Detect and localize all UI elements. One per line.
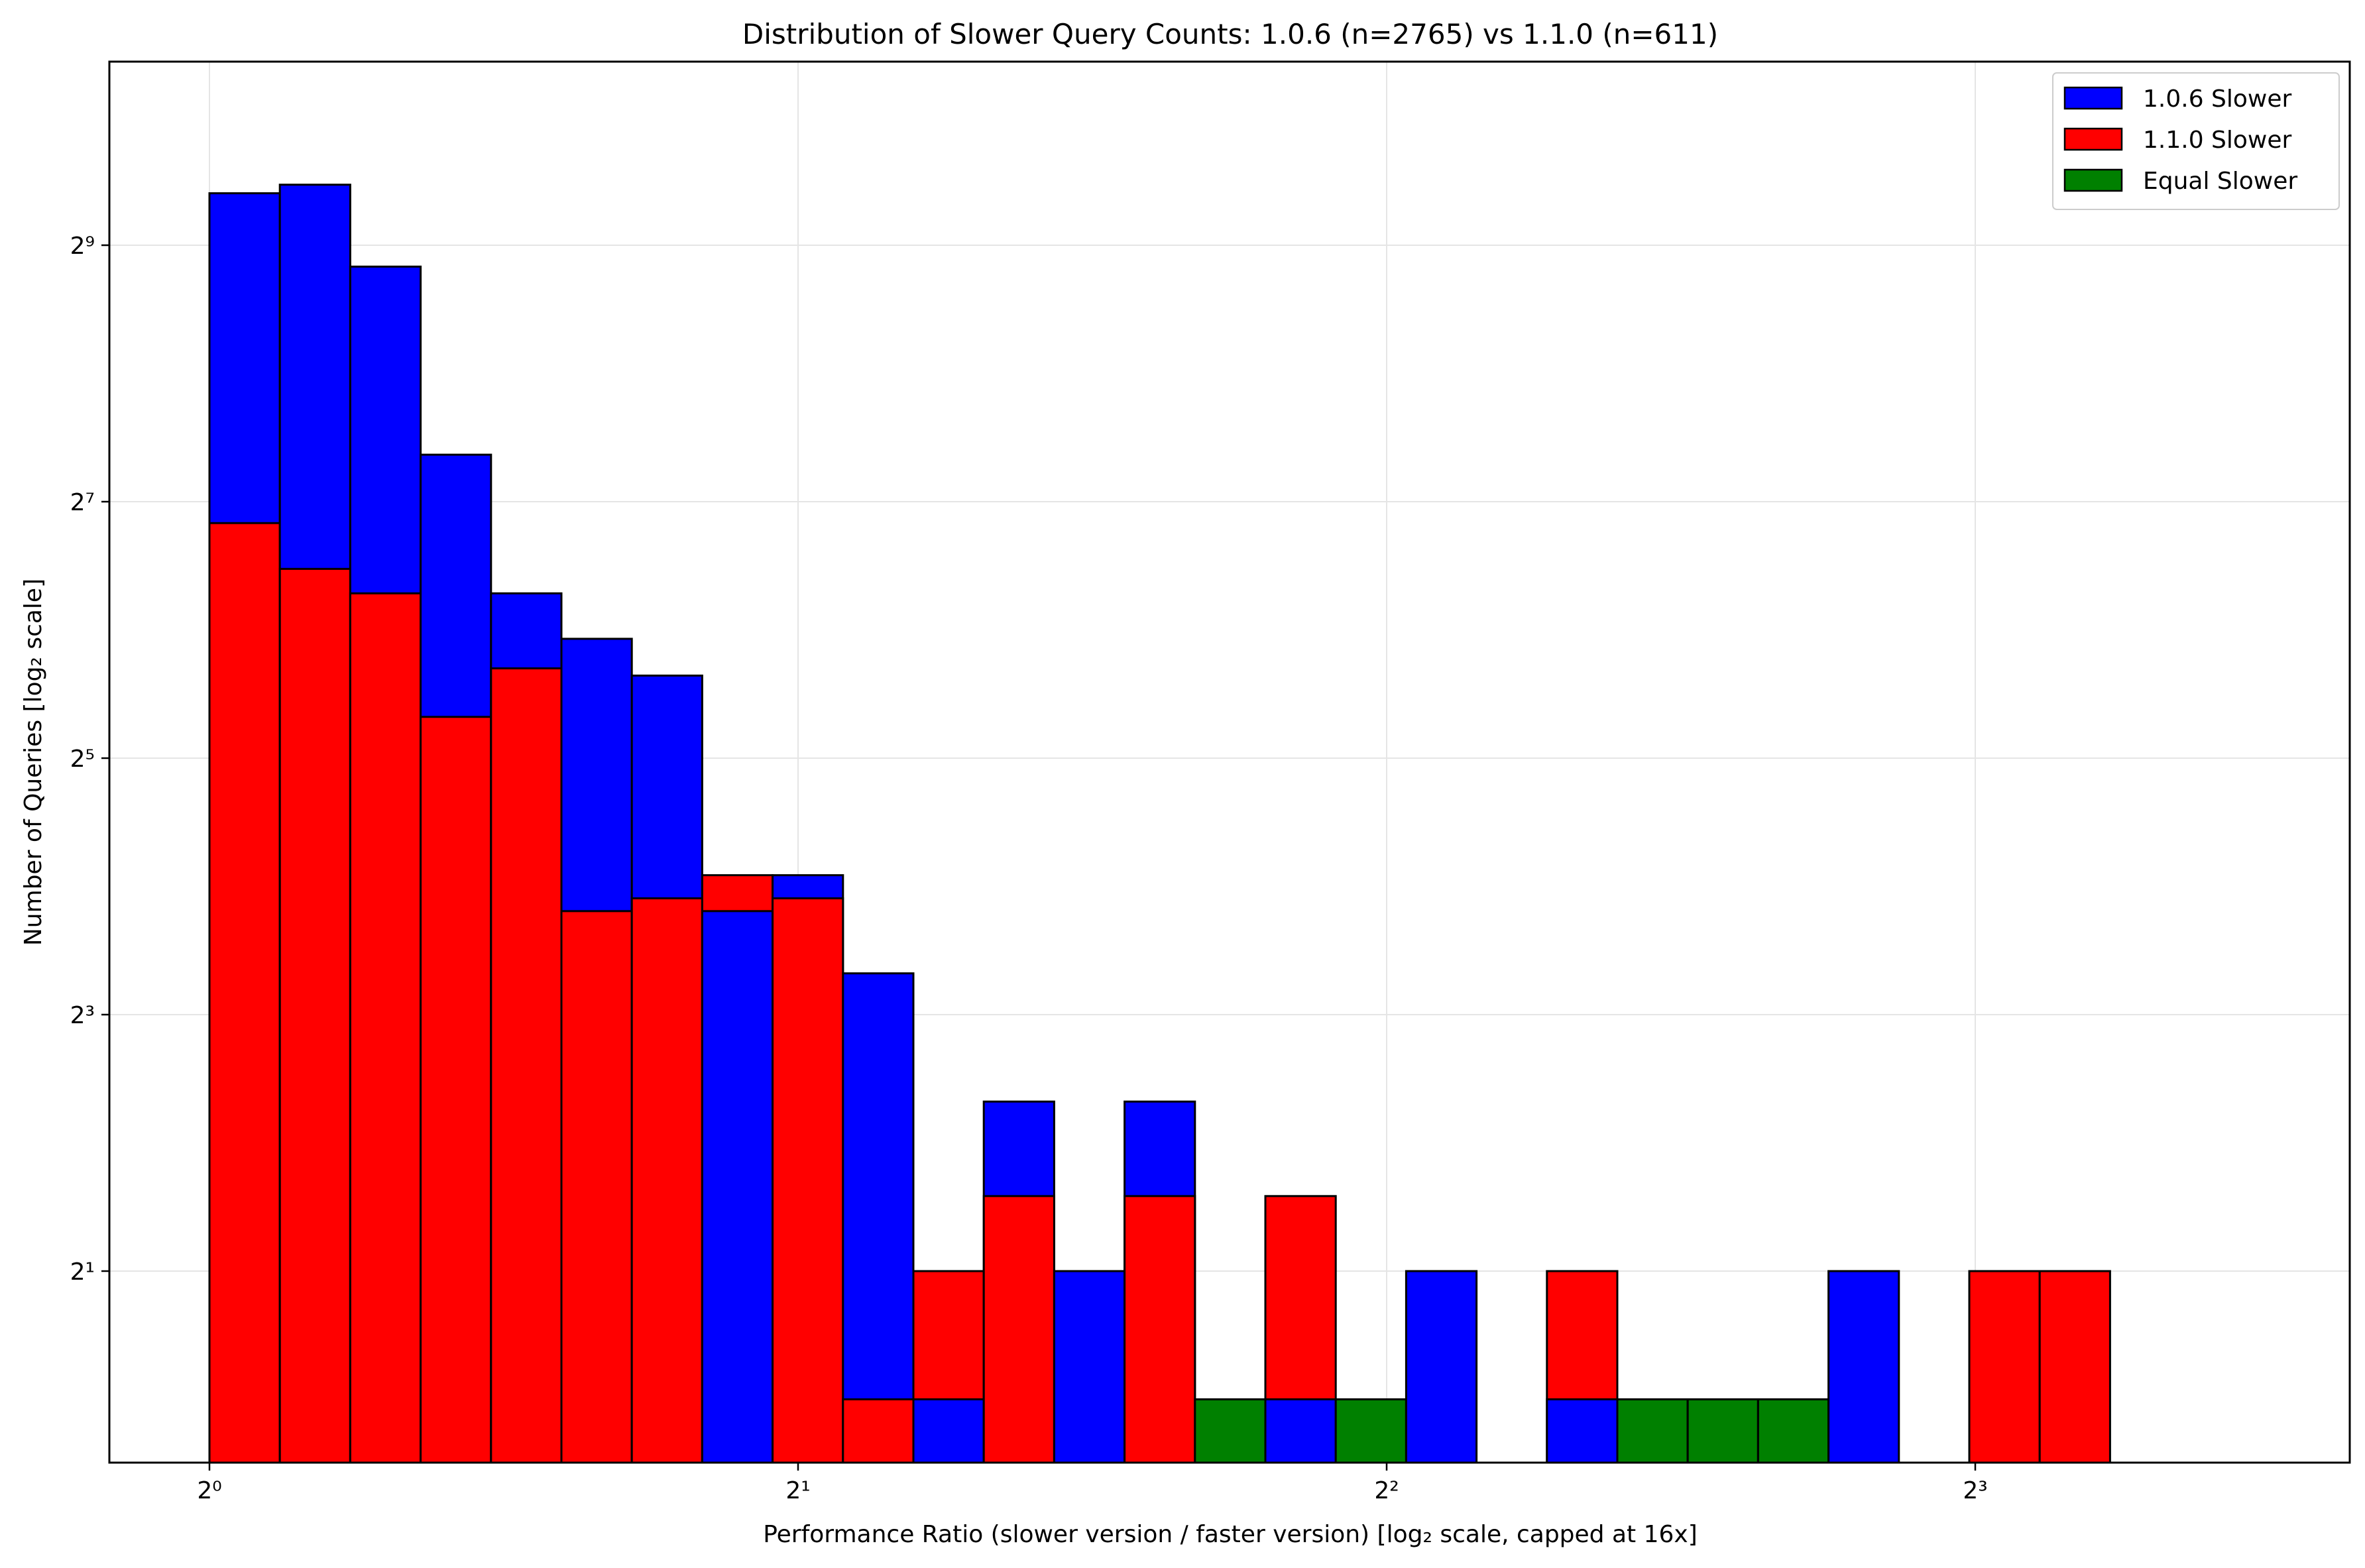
bar-1-0-6-slower (1405, 1270, 1478, 1464)
bar-equal-slower (1616, 1398, 1689, 1464)
x-axis-label: Performance Ratio (slower version / fast… (763, 1521, 1698, 1548)
bar-1-1-0-slower (490, 667, 563, 1464)
legend-label-1-1-0-slower: 1.1.0 Slower (2143, 127, 2292, 154)
bar-1-0-6-slower (1827, 1270, 1900, 1464)
bar-1-0-6-slower (1264, 1398, 1337, 1464)
y-tick-label: 2⁹ (70, 233, 95, 260)
bar-equal-slower (1334, 1398, 1407, 1464)
bar-1-0-6-slower (1053, 1270, 1126, 1464)
bar-1-1-0-slower (982, 1195, 1055, 1464)
legend: 1.0.6 Slower 1.1.0 Slower Equal Slower (2052, 72, 2340, 210)
x-tick-label: 2¹ (785, 1477, 810, 1504)
x-tick-label: 2² (1374, 1477, 1399, 1504)
bar-1-1-0-slower (208, 522, 281, 1464)
bar-1-1-0-slower (1968, 1270, 2041, 1464)
bar-1-1-0-slower (2038, 1270, 2111, 1464)
bar-1-1-0-slower (842, 1398, 915, 1464)
y-axis-ticks: 2¹ 2³ 2⁵ 2⁷ 2⁹ (70, 233, 109, 1286)
plot-frame (108, 60, 2351, 1464)
bar-1-0-6-slower (701, 910, 774, 1464)
bar-1-1-0-slower (1124, 1195, 1196, 1464)
y-axis-label: Number of Queries [log₂ scale] (20, 579, 47, 946)
bar-equal-slower (1686, 1398, 1759, 1464)
y-tick-label: 2³ (70, 1002, 95, 1029)
legend-swatch-equal-slower (2063, 168, 2123, 192)
bar-1-1-0-slower (278, 567, 351, 1464)
legend-frame (2052, 72, 2340, 210)
bar-equal-slower (1194, 1398, 1267, 1464)
bar-equal-slower (1757, 1398, 1830, 1464)
x-tick-label: 2⁰ (197, 1477, 221, 1504)
legend-swatch-1-0-6-slower (2063, 86, 2123, 110)
chart-title: Distribution of Slower Query Counts: 1.0… (742, 18, 1718, 50)
bar-1-1-0-slower (560, 910, 633, 1464)
legend-swatch-1-1-0-slower (2063, 127, 2123, 151)
legend-label-equal-slower: Equal Slower (2143, 168, 2297, 195)
bar-1-1-0-slower (420, 716, 492, 1464)
bar-1-1-0-slower (349, 592, 422, 1464)
bar-1-1-0-slower (772, 897, 844, 1464)
x-axis-ticks: 2⁰ 2¹ 2² 2³ (197, 1463, 1988, 1504)
y-tick-label: 2⁷ (70, 489, 95, 516)
bar-1-0-6-slower (1546, 1398, 1619, 1464)
bar-1-0-6-slower (912, 1398, 985, 1464)
y-tick-label: 2¹ (70, 1259, 95, 1286)
legend-label-1-0-6-slower: 1.0.6 Slower (2143, 85, 2292, 113)
x-tick-label: 2³ (1963, 1477, 1987, 1504)
bar-1-0-6-slower (842, 972, 915, 1464)
bars-group (208, 184, 2111, 1464)
bar-1-1-0-slower (630, 897, 703, 1464)
y-tick-label: 2⁵ (70, 746, 95, 773)
